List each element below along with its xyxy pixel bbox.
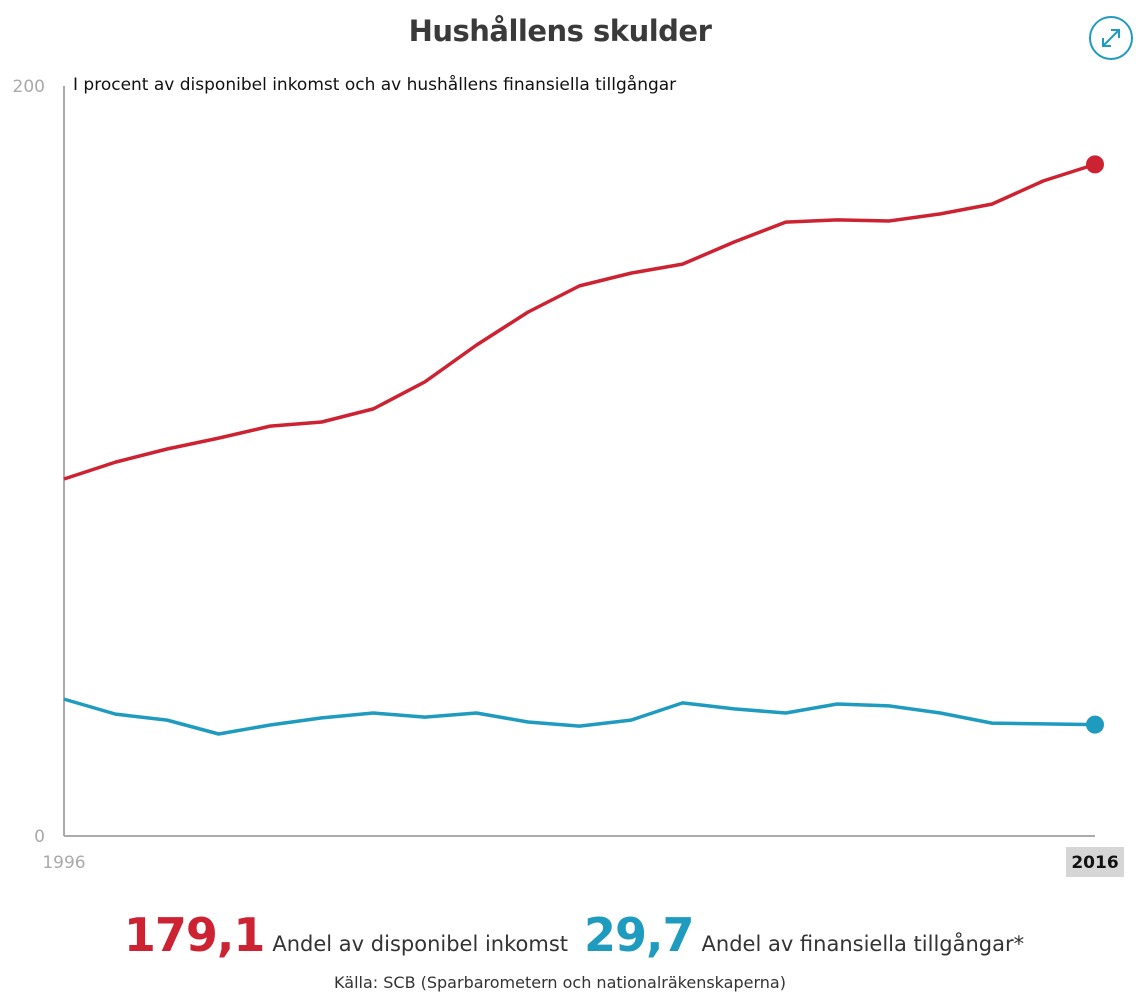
expand-button[interactable] xyxy=(1089,16,1133,60)
summary-label-income: Andel av disponibel inkomst xyxy=(272,932,569,956)
series-end-point-0[interactable] xyxy=(1086,155,1104,174)
series-layer xyxy=(63,155,1104,736)
expand-arrows-icon xyxy=(1102,29,1120,47)
summary-legend: 179,1 Andel av disponibel inkomst 29,7 Ande… xyxy=(0,908,1148,962)
chart-subtitle: I procent av disponibel inkomst och av h… xyxy=(73,75,677,95)
series-line-1 xyxy=(63,697,1096,736)
source-note: Källa: SCB (Sparbarometern och nationalr… xyxy=(334,973,786,992)
x-tick-highlight-background xyxy=(1066,847,1124,877)
series-line-0 xyxy=(63,162,1096,481)
summary-label-assets: Andel av finansiella tillgångar* xyxy=(701,932,1025,956)
summary-value-assets: 29,7 xyxy=(584,908,694,962)
x-tick-label-highlighted: 2016 xyxy=(1071,853,1118,873)
line-chart: 200 0 1996 2016 xyxy=(13,77,1124,877)
y-tick-label: 0 xyxy=(34,827,45,847)
x-tick-label: 1996 xyxy=(42,853,85,873)
y-tick-label: 200 xyxy=(13,77,45,97)
chart-title: Hushållens skulder xyxy=(408,14,712,48)
summary-value-income: 179,1 xyxy=(123,908,266,962)
series-end-point-1[interactable] xyxy=(1086,715,1104,734)
